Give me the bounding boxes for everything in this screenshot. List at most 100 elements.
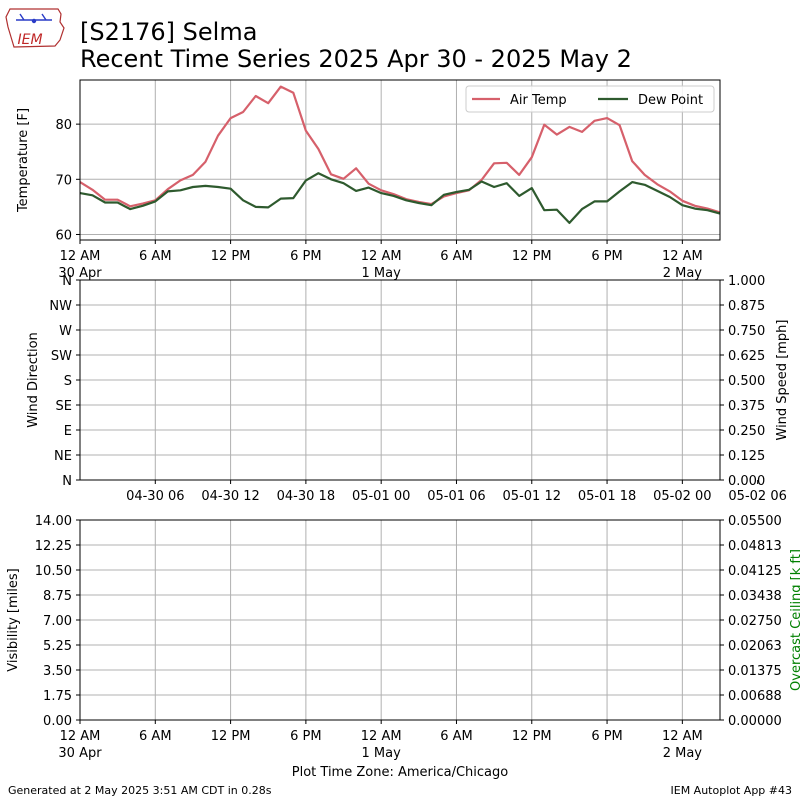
y-tick-label: 70 bbox=[55, 173, 72, 188]
x-tick-label: 12 AM bbox=[60, 249, 101, 264]
wind-panel: N 0.000 NE 0.125 E 0.250 SE 0.375 S 0.500 SW 0.625 W… bbox=[26, 274, 790, 504]
wind-speed-tick-label: 0.250 bbox=[728, 424, 765, 439]
ceiling-tick-label: 0.02750 bbox=[728, 614, 782, 629]
wind-direction-tick-label: S bbox=[64, 374, 72, 389]
logo-station-icon bbox=[31, 18, 37, 24]
footer-app: IEM Autoplot App #43 bbox=[671, 784, 793, 797]
wind-direction-tick-label: SW bbox=[51, 349, 72, 364]
x-tick-label: 12 PM bbox=[211, 249, 251, 264]
x-tick-label: 12 AM bbox=[361, 249, 402, 264]
x-tick-label: 6 PM bbox=[290, 729, 321, 744]
visibility-panel: 0.00 0.00000 1.75 0.00688 3.50 0.01375 5.25 0.0… bbox=[6, 514, 800, 780]
visibility-tick-label: 7.00 bbox=[43, 614, 72, 629]
x-tick-label: 6 AM bbox=[139, 249, 172, 264]
x-tick-label: 12 PM bbox=[512, 729, 552, 744]
x-tick-label: 12 AM bbox=[662, 729, 703, 744]
x-tick-date-label: 1 May bbox=[362, 746, 402, 761]
x-tick-label: 6 PM bbox=[591, 729, 622, 744]
x-tick-date-label: 30 Apr bbox=[58, 266, 102, 281]
y-axis-label: Wind Direction bbox=[26, 332, 41, 428]
chart-title: [S2176] Selma bbox=[80, 18, 257, 46]
wind-speed-tick-label: 0.125 bbox=[728, 449, 765, 464]
x-tick-date-label: 30 Apr bbox=[58, 746, 102, 761]
ceiling-tick-label: 0.02063 bbox=[728, 639, 782, 654]
visibility-tick-label: 5.25 bbox=[43, 639, 72, 654]
chart-subtitle: Recent Time Series 2025 Apr 30 - 2025 Ma… bbox=[80, 45, 632, 73]
wind-speed-tick-label: 0.000 bbox=[728, 474, 765, 489]
x-tick-label: 05-02 00 bbox=[653, 489, 711, 504]
x-tick-label: 05-01 00 bbox=[352, 489, 410, 504]
wind-direction-tick-label: E bbox=[64, 424, 72, 439]
x-tick-label: 6 AM bbox=[440, 729, 473, 744]
legend-label-air-temp: Air Temp bbox=[510, 93, 567, 108]
x-tick-label: 6 AM bbox=[139, 729, 172, 744]
wind-direction-tick-label: N bbox=[62, 274, 72, 289]
wind-direction-tick-label: NW bbox=[49, 299, 72, 314]
y-axis-label: Visibility [miles] bbox=[6, 568, 21, 671]
ceiling-tick-label: 0.04813 bbox=[728, 539, 782, 554]
x-tick-label: 05-01 18 bbox=[578, 489, 636, 504]
y-axis-label: Temperature [F] bbox=[16, 108, 31, 213]
x-tick-label: 05-01 06 bbox=[427, 489, 485, 504]
y-right-axis-label: Overcast Ceiling [k ft] bbox=[789, 549, 800, 691]
x-tick-label: 6 AM bbox=[440, 249, 473, 264]
ceiling-tick-label: 0.01375 bbox=[728, 664, 782, 679]
logo-wind-barb-icon bbox=[41, 13, 47, 21]
visibility-tick-label: 3.50 bbox=[43, 664, 72, 679]
wind-direction-tick-label: W bbox=[59, 324, 72, 339]
visibility-tick-label: 12.25 bbox=[35, 539, 72, 554]
x-tick-date-label: 1 May bbox=[362, 266, 402, 281]
plot-frame bbox=[79, 519, 721, 721]
dew-point-line bbox=[79, 172, 721, 224]
visibility-tick-label: 8.75 bbox=[43, 589, 72, 604]
x-tick-label: 12 AM bbox=[60, 729, 101, 744]
plot-frame bbox=[79, 79, 721, 241]
x-tick-label: 6 PM bbox=[290, 249, 321, 264]
legend: Air Temp Dew Point bbox=[465, 85, 715, 113]
iowa-outline-icon bbox=[5, 8, 65, 48]
x-tick-label: 6 PM bbox=[591, 249, 622, 264]
x-tick-label: 05-02 06 bbox=[728, 489, 786, 504]
y-tick-label: 80 bbox=[55, 118, 72, 133]
wind-direction-tick-label: NE bbox=[54, 449, 72, 464]
ceiling-tick-label: 0.05500 bbox=[728, 514, 782, 529]
ceiling-tick-label: 0.00688 bbox=[728, 689, 782, 704]
legend-box bbox=[465, 85, 715, 113]
y-right-axis-label: Wind Speed [mph] bbox=[775, 320, 790, 441]
x-axis-label: Plot Time Zone: America/Chicago bbox=[292, 765, 508, 780]
x-tick-label: 12 PM bbox=[211, 729, 251, 744]
wind-direction-tick-label: SE bbox=[56, 399, 72, 414]
wind-speed-tick-label: 0.375 bbox=[728, 399, 765, 414]
x-tick-label: 04-30 18 bbox=[277, 489, 335, 504]
x-tick-date-label: 2 May bbox=[663, 746, 703, 761]
x-tick-label: 12 PM bbox=[512, 249, 552, 264]
visibility-tick-label: 1.75 bbox=[43, 689, 72, 704]
visibility-tick-label: 0.00 bbox=[43, 714, 72, 729]
wind-speed-tick-label: 1.000 bbox=[728, 274, 765, 289]
plot-frame bbox=[79, 279, 721, 481]
x-tick-date-label: 2 May bbox=[663, 266, 703, 281]
ceiling-tick-label: 0.00000 bbox=[728, 714, 782, 729]
visibility-tick-label: 10.50 bbox=[35, 564, 72, 579]
footer-generated: Generated at 2 May 2025 3:51 AM CDT in 0… bbox=[8, 784, 272, 797]
x-tick-label: 04-30 12 bbox=[201, 489, 259, 504]
x-tick-label: 12 AM bbox=[662, 249, 703, 264]
visibility-tick-label: 14.00 bbox=[35, 514, 72, 529]
air-temp-line bbox=[79, 85, 721, 214]
ceiling-tick-label: 0.04125 bbox=[728, 564, 782, 579]
ceiling-tick-label: 0.03438 bbox=[728, 589, 782, 604]
wind-speed-tick-label: 0.875 bbox=[728, 299, 765, 314]
wind-speed-tick-label: 0.500 bbox=[728, 374, 765, 389]
x-tick-label: 12 AM bbox=[361, 729, 402, 744]
y-tick-label: 60 bbox=[55, 228, 72, 243]
wind-direction-tick-label: N bbox=[62, 474, 72, 489]
iem-logo: IEM bbox=[5, 8, 65, 48]
logo-text: IEM bbox=[17, 32, 42, 48]
temperature-panel: 60 70 80 12 AM 30 Apr 6 AM 12 PM 6 PM 12 AM 1 May… bbox=[16, 79, 721, 281]
logo-wind-barb-icon bbox=[19, 13, 25, 21]
legend-label-dew-point: Dew Point bbox=[638, 93, 703, 108]
wind-speed-tick-label: 0.625 bbox=[728, 349, 765, 364]
x-tick-label: 04-30 06 bbox=[126, 489, 184, 504]
